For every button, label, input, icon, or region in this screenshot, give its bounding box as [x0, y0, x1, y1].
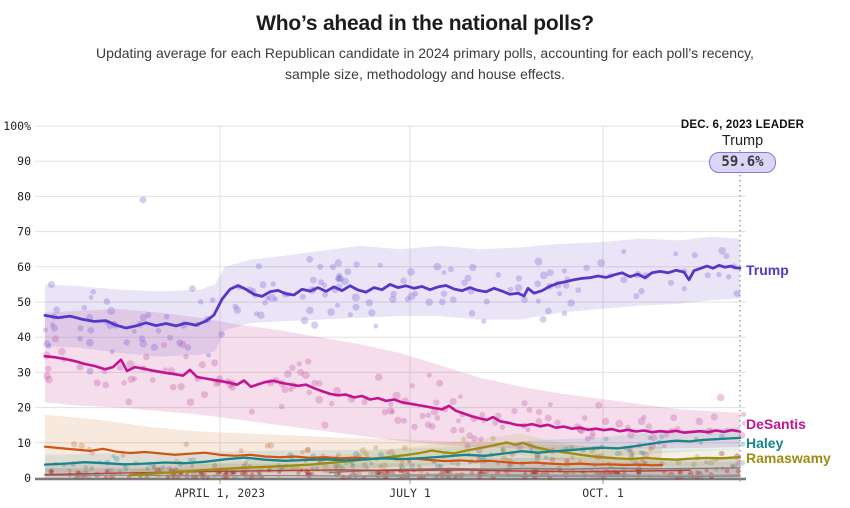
trump-outlier-dots: [86, 196, 741, 375]
y-axis-labels: 100% 90 80 70 60 50 40 30 20 10 0: [3, 119, 31, 485]
hutchinson-line: [44, 474, 741, 478]
ramaswamy-line: [128, 441, 742, 477]
desantis-band: [45, 309, 740, 450]
y-tick-label-40: 40: [17, 330, 31, 344]
desantis-line: [43, 354, 742, 434]
x-tick-label-0: APRIL 1, 2023: [175, 486, 265, 500]
y-tick-label-80: 80: [17, 189, 31, 203]
line-label-ramaswamy: Ramaswamy: [746, 450, 831, 466]
line-label-haley: Haley: [746, 435, 784, 451]
y-tick-label-90: 90: [17, 154, 31, 168]
line-label-trump: Trump: [746, 262, 789, 278]
y-tick-label-60: 60: [17, 260, 31, 274]
y-tick-label-50: 50: [17, 295, 31, 309]
y-tick-label-10: 10: [17, 436, 31, 450]
x-tick-label-1: JULY 1: [389, 486, 431, 500]
pence-band: [45, 414, 662, 473]
x-axis-labels: APRIL 1, 2023 JULY 1 OCT. 1: [175, 486, 624, 500]
scott-line: [44, 469, 691, 476]
y-tick-label-0: 0: [24, 471, 31, 485]
trump-line: [43, 264, 742, 330]
page-title: Who’s ahead in the national polls?: [256, 12, 594, 35]
line-label-desantis: DeSantis: [746, 416, 806, 432]
page-subtitle: Updating average for each Republican can…: [96, 45, 754, 82]
christie-line: [329, 467, 741, 474]
chart-header: Who’s ahead in the national polls? Updat…: [0, 0, 850, 85]
y-tick-label-70: 70: [17, 225, 31, 239]
y-tick-label-100: 100%: [3, 119, 31, 133]
haley-line: [43, 436, 742, 466]
y-tick-label-20: 20: [17, 401, 31, 415]
burgum-line: [344, 473, 741, 477]
trump-band: [45, 236, 740, 357]
y-tick-label-30: 30: [17, 365, 31, 379]
average-lines: [43, 264, 742, 478]
x-tick-label-2: OCT. 1: [582, 486, 624, 500]
haley-band: [45, 427, 740, 474]
pence-line: [43, 445, 664, 467]
